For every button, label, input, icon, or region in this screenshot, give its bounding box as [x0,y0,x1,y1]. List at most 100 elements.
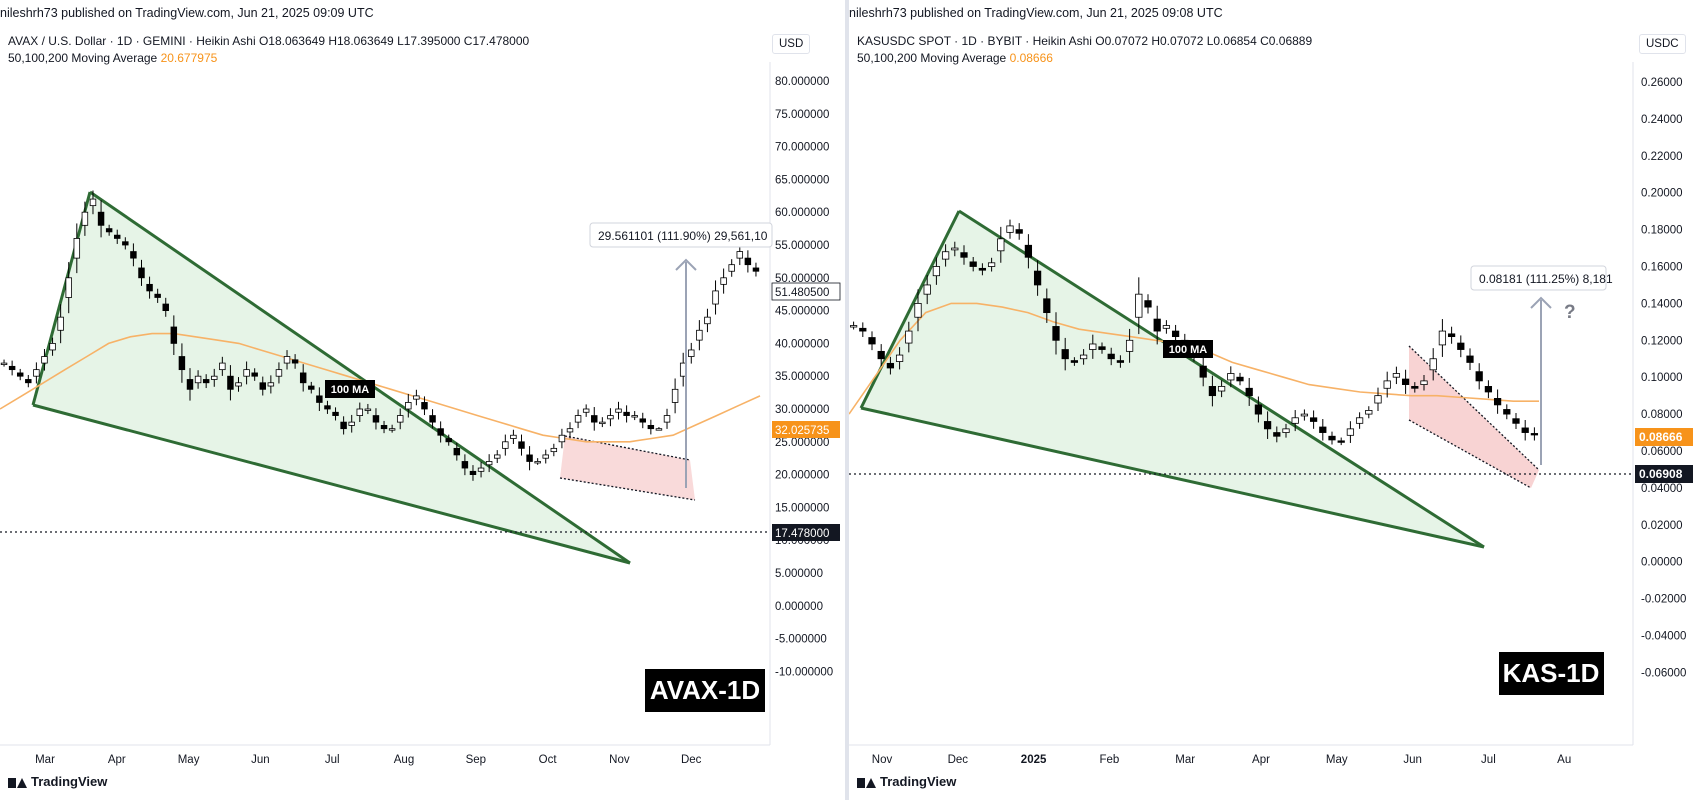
currency-button[interactable]: USDC [1639,34,1686,54]
candle-body [886,362,895,369]
ma-price-label: 0.08666 [1639,430,1683,444]
question-mark: ? [1564,302,1576,323]
symbol-info-line: AVAX / U.S. Dollar · 1D · GEMINI · Heiki… [8,34,530,48]
kas-chart-panel: nileshrh73 published on TradingView.com,… [849,0,1700,800]
candle-body [663,415,671,423]
y-axis[interactable]: 80.000000 75.000000 70.000000 65.000000 60.0… [775,76,833,678]
x-tick-label: Apr [1252,754,1270,766]
candle-body [558,434,566,443]
candle-body [1438,330,1447,346]
candle-body [1521,427,1529,433]
y-tick-label: -0.06000 [1641,667,1686,679]
y-tick-label: 30.000000 [775,404,829,416]
ma-label: 50,100,200 Moving Average [857,51,1007,65]
candle-body [25,379,32,384]
y-tick-label: 0.000000 [775,601,823,613]
measure-label-box [589,222,773,248]
candle-body [1098,346,1106,350]
x-axis[interactable]: Nov Dec 2025 Feb Mar Apr May Jun Jul Au [872,754,1571,766]
candle-body [211,375,218,380]
candle-body [219,362,226,371]
candle-body [146,283,153,292]
panel-divider [845,0,849,800]
candle-body [494,454,501,459]
candle-body [591,415,598,423]
candle-body [437,428,444,436]
chart-title-box [645,669,765,712]
x-tick-label: Apr [108,754,126,766]
x-axis[interactable]: Mar Apr May Jun Jul Aug Sep Oct Nov Dec [35,754,702,766]
y-tick-label: 0.16000 [1641,262,1683,274]
published-line: nileshrh73 published on TradingView.com,… [849,6,1223,20]
ma-label: 50,100,200 Moving Average [8,51,158,65]
x-tick-label: Mar [35,754,55,766]
ma-price-label: 32.025735 [775,425,829,437]
candle-body [477,467,485,472]
currency-button[interactable]: USD [772,34,811,54]
candle-body [154,293,161,298]
candle-body [332,411,339,416]
candle-body [1144,300,1152,308]
candle-body [316,395,323,403]
candle-body [623,411,630,416]
candle-body [518,441,525,449]
ma-tag: 100 MA [1169,344,1208,356]
ma-price-tag [772,421,840,438]
y-tick-label: 0.10000 [1641,372,1683,384]
candle-body [647,424,655,430]
candle-body [162,303,169,312]
candle-body [1089,343,1097,350]
y-tick-label: 0.02000 [1641,520,1683,532]
candle-body [429,415,436,423]
candle-body [461,461,469,469]
candle-body [534,461,541,464]
y-tick-label: 75.000000 [775,109,829,121]
tradingview-footer[interactable]: TradingView [857,774,956,789]
candle-body [1447,333,1456,338]
candle-body [510,434,517,439]
candle-body [631,415,638,418]
x-tick-label: Aug [394,754,414,766]
ma-info-line: 50,100,200 Moving Average 0.08666 [857,51,1053,65]
candle-body [895,354,904,362]
candle-body [49,342,56,351]
ma-value: 20.677975 [160,51,218,65]
measure-label: 0.08181 (111.25%) 8,181 [1479,272,1613,286]
candle-body [639,418,646,423]
ma-tag: 100 MA [331,384,370,396]
candle-body [696,329,703,341]
candle-body [941,251,950,260]
candle-body [1171,330,1180,338]
last-price-tag [772,524,840,541]
avax-chart-svg[interactable]: 29.561101 (111.90%) 29,561,10 100 MA 80.… [0,0,845,800]
candle-body [1254,404,1263,415]
flag-upper-line [564,435,691,461]
candle-body [1429,358,1437,371]
candle-body [138,267,145,279]
candle-body [291,359,299,364]
candle-body [574,415,582,423]
y-tick-label: 0.00000 [1641,557,1683,569]
measure-label: 29.561101 (111.90%) 29,561,10 [598,229,768,243]
y-axis[interactable]: 0.26000 0.24000 0.22000 0.20000 0.18000 0.160… [1641,77,1686,679]
x-tick-label: Nov [609,754,630,766]
y-tick-label: 45.000000 [775,306,829,318]
x-tick-label: Jul [1481,754,1496,766]
flag-pattern-fill [560,436,695,500]
candle-body [566,428,574,433]
candle-body [1236,376,1244,382]
x-tick-label: Jul [325,754,340,766]
candle-body [1512,418,1520,424]
candle-body [364,408,372,411]
candle-body [202,379,210,384]
candle-body [114,234,121,239]
x-tick-label: Jun [1403,754,1422,766]
tradingview-footer[interactable]: TradingView [8,774,107,789]
candle-body [57,316,64,331]
ma-tag-box [1163,340,1213,358]
wedge-upper-line [958,209,1485,549]
candle-body [81,211,89,226]
candle-body [978,267,987,271]
kas-chart-svg[interactable]: 0.08181 (111.25%) 8,181 ? 100 MA 0.26000… [849,0,1700,800]
tradingview-logo-icon [8,776,27,788]
